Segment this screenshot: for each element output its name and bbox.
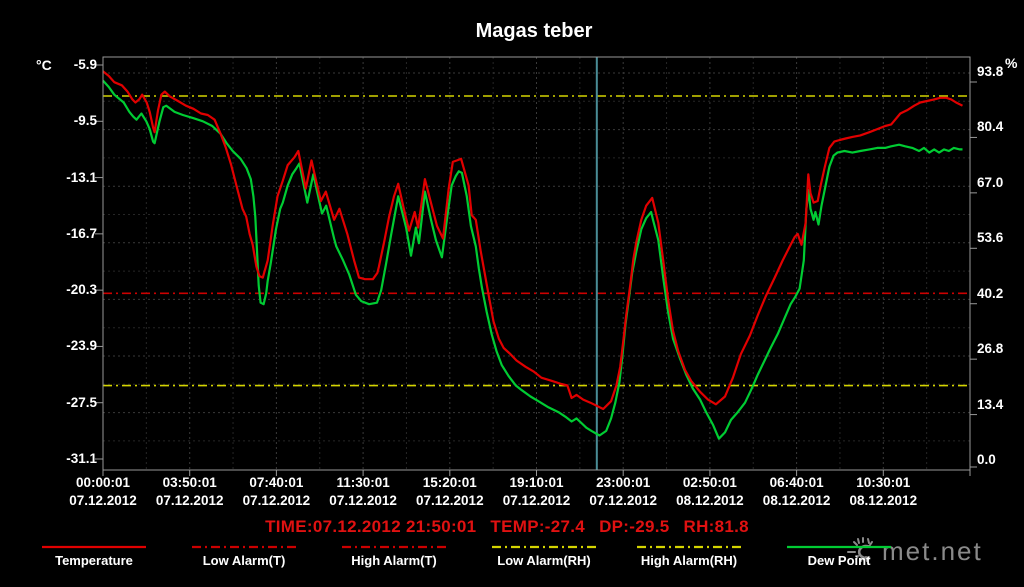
x-tick-date: 07.12.2012 bbox=[329, 493, 397, 508]
legend-line-sample bbox=[492, 545, 596, 549]
x-axis-tick-label: 23:00:01 07.12.2012 bbox=[589, 474, 657, 510]
x-tick-date: 07.12.2012 bbox=[155, 493, 224, 508]
legend-label: High Alarm(RH) bbox=[640, 553, 738, 568]
legend-line-sample bbox=[342, 545, 446, 549]
x-axis-tick-label: 06:40:01 08.12.2012 bbox=[763, 474, 831, 510]
x-tick-date: 08.12.2012 bbox=[762, 493, 831, 508]
x-axis-tick-label: 19:10:01 07.12.2012 bbox=[503, 474, 571, 510]
x-tick-date: 07.12.2012 bbox=[502, 493, 571, 508]
x-tick-date: 07.12.2012 bbox=[69, 493, 137, 508]
x-tick-time: 06:40:01 bbox=[769, 475, 824, 490]
right-axis-tick-label: 13.4 bbox=[977, 396, 1004, 412]
x-tick-time: 07:40:01 bbox=[249, 475, 304, 490]
x-tick-time: 02:50:01 bbox=[682, 475, 737, 490]
legend-item-high-alarm-rh-: High Alarm(RH) bbox=[635, 545, 743, 568]
right-axis-tick-label: 93.8 bbox=[977, 64, 1004, 79]
left-axis-tick-label: -23.9 bbox=[66, 338, 97, 354]
left-axis-tick-label: -27.5 bbox=[66, 394, 97, 410]
legend-label: Low Alarm(T) bbox=[202, 553, 286, 568]
dew-point-curve bbox=[102, 79, 963, 440]
chart-title: Magas teber bbox=[475, 20, 593, 42]
x-tick-date: 08.12.2012 bbox=[676, 493, 744, 508]
right-axis-tick-label: 53.6 bbox=[977, 230, 1004, 246]
legend-item-low-alarm-rh-: Low Alarm(RH) bbox=[490, 545, 598, 568]
right-axis-tick-label: 80.4 bbox=[977, 119, 1004, 135]
metnet-logo-text: met.net bbox=[882, 536, 983, 566]
readout-time: TIME:07.12.2012 21:50:01 bbox=[265, 517, 477, 536]
x-axis-tick-label: 11:30:01 07.12.2012 bbox=[329, 474, 397, 510]
x-axis-tick-label: 03:50:01 07.12.2012 bbox=[156, 474, 224, 510]
cursor-readout: TIME:07.12.2012 21:50:01 TEMP:-27.4 DP:-… bbox=[0, 517, 1014, 537]
metnet-watermark: met.net bbox=[846, 533, 983, 569]
legend-line-sample bbox=[787, 545, 891, 549]
legend-label: Low Alarm(RH) bbox=[497, 553, 591, 568]
right-axis-tick-label: 40.2 bbox=[977, 285, 1004, 301]
readout-dew-point: DP:-29.5 bbox=[599, 517, 670, 536]
x-tick-date: 07.12.2012 bbox=[589, 493, 657, 508]
legend-label: Temperature bbox=[55, 553, 133, 568]
x-axis-tick-label: 02:50:01 08.12.2012 bbox=[676, 474, 744, 510]
x-tick-time: 03:50:01 bbox=[162, 475, 217, 490]
right-axis-tick-label: 67.0 bbox=[977, 174, 1004, 190]
left-axis-tick-label: -13.1 bbox=[66, 169, 97, 185]
readout-temp: TEMP:-27.4 bbox=[490, 517, 586, 536]
legend-line-sample bbox=[42, 545, 146, 549]
legend-label: High Alarm(T) bbox=[351, 553, 437, 568]
left-axis-tick-label: -20.3 bbox=[66, 282, 97, 298]
x-tick-date: 08.12.2012 bbox=[849, 493, 918, 508]
left-axis-tick-label: -31.1 bbox=[66, 451, 97, 466]
right-axis-unit-label: % bbox=[1005, 55, 1018, 71]
left-axis-unit-label: °C bbox=[36, 57, 52, 73]
x-tick-date: 07.12.2012 bbox=[416, 493, 484, 508]
left-axis-tick-label: -9.5 bbox=[73, 113, 97, 129]
right-axis-tick-label: 26.8 bbox=[977, 341, 1004, 357]
left-axis-tick-label: -5.9 bbox=[73, 57, 97, 72]
right-axis-tick-label: 0.0 bbox=[977, 452, 996, 467]
x-tick-time: 15:20:01 bbox=[422, 475, 477, 490]
legend-label: Dew Point bbox=[807, 553, 871, 568]
legend-line-sample bbox=[192, 545, 296, 549]
legend-item-low-alarm-t-: Low Alarm(T) bbox=[190, 545, 298, 568]
legend-item-temperature: Temperature bbox=[40, 545, 148, 568]
x-axis-tick-label: 15:20:01 07.12.2012 bbox=[416, 474, 484, 510]
readout-rh: RH:81.8 bbox=[683, 517, 749, 536]
legend-line-sample bbox=[637, 545, 741, 549]
temperature-curve bbox=[102, 70, 963, 411]
x-tick-time: 11:30:01 bbox=[336, 475, 390, 490]
left-axis-tick-label: -16.7 bbox=[66, 225, 97, 241]
x-tick-time: 19:10:01 bbox=[509, 475, 564, 490]
x-tick-date: 07.12.2012 bbox=[242, 493, 311, 508]
x-tick-time: 23:00:01 bbox=[596, 475, 651, 490]
x-axis-tick-label: 07:40:01 07.12.2012 bbox=[243, 474, 311, 510]
legend-item-dew-point: Dew Point bbox=[785, 545, 893, 568]
x-axis-tick-label: 10:30:01 08.12.2012 bbox=[850, 474, 918, 510]
x-axis-tick-label: 00:00:01 07.12.2012 bbox=[69, 474, 137, 510]
legend-item-high-alarm-t-: High Alarm(T) bbox=[340, 545, 448, 568]
x-tick-time: 00:00:01 bbox=[75, 475, 131, 490]
x-tick-time: 10:30:01 bbox=[856, 475, 911, 490]
